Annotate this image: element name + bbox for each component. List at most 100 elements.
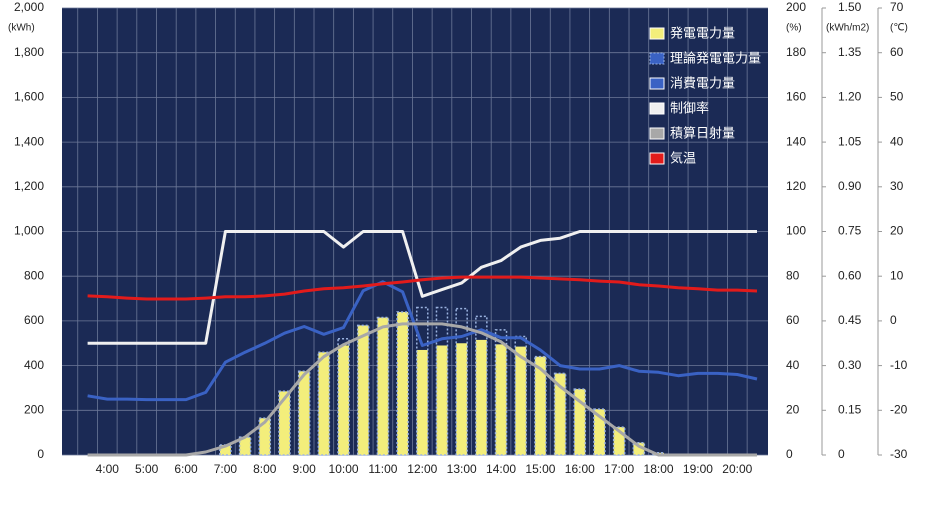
bar xyxy=(534,355,547,456)
x-tick-label: 16:00 xyxy=(565,462,595,476)
y2-tick-label: 120 xyxy=(786,179,806,193)
y4-tick-label: -10 xyxy=(890,358,908,372)
bar xyxy=(356,324,370,456)
bar xyxy=(416,349,428,455)
bar xyxy=(297,370,311,456)
y4-axis-unit: (℃) xyxy=(890,23,908,34)
y3-tick-label: 1.35 xyxy=(838,45,862,59)
bar xyxy=(515,346,527,455)
legend-label: 制御率 xyxy=(670,100,709,115)
bar xyxy=(318,352,330,455)
y2-tick-label: 100 xyxy=(786,224,806,238)
y2-tick-label: 140 xyxy=(786,134,806,148)
legend-swatch xyxy=(649,27,665,40)
y-tick-label: 1,400 xyxy=(14,134,44,148)
x-tick-label: 15:00 xyxy=(525,462,555,476)
x-tick-label: 10:00 xyxy=(329,462,359,476)
y-tick-label: 600 xyxy=(24,313,44,327)
line xyxy=(87,230,757,345)
y3-tick-label: 1.05 xyxy=(838,134,862,148)
bar xyxy=(416,306,429,456)
bar xyxy=(298,371,310,455)
legend-swatch xyxy=(649,127,665,140)
x-tick-label: 7:00 xyxy=(214,462,238,476)
y-axis-unit: (kWh) xyxy=(8,23,35,34)
y3-tick-label: 0.45 xyxy=(838,313,862,327)
x-tick-label: 5:00 xyxy=(135,462,159,476)
bar xyxy=(396,311,409,456)
bar xyxy=(397,311,409,455)
y4-tick-label: 30 xyxy=(890,179,904,193)
bar xyxy=(455,307,468,456)
bar xyxy=(574,389,586,455)
x-tick-label: 11:00 xyxy=(368,462,397,476)
x-tick-label: 4:00 xyxy=(96,462,120,476)
bar xyxy=(633,442,645,455)
y2-tick-label: 180 xyxy=(786,45,806,59)
bar xyxy=(278,390,291,456)
legend-swatch xyxy=(649,102,665,115)
bar xyxy=(258,417,272,456)
x-tick-label: 17:00 xyxy=(604,462,634,476)
x-tick-label: 9:00 xyxy=(292,462,316,476)
y2-tick-label: 20 xyxy=(786,402,800,416)
y2-tick-label: 0 xyxy=(786,447,793,461)
bar xyxy=(612,426,626,456)
y3-tick-label: 0.75 xyxy=(838,224,862,238)
bar xyxy=(278,391,290,455)
bar xyxy=(377,317,389,455)
bar xyxy=(593,408,606,456)
y-tick-label: 1,200 xyxy=(14,179,44,193)
bar xyxy=(573,388,587,456)
y-tick-label: 1,800 xyxy=(14,45,44,59)
legend-swatch xyxy=(649,77,665,90)
bar xyxy=(376,316,390,456)
bar xyxy=(593,409,605,455)
bar xyxy=(317,351,331,456)
y3-tick-label: 1.50 xyxy=(838,0,862,14)
bar xyxy=(494,329,508,456)
bar xyxy=(239,437,251,455)
y4-tick-label: 40 xyxy=(890,134,904,148)
y2-axis-unit: (%) xyxy=(786,23,802,34)
y3-tick-label: 0.30 xyxy=(838,358,862,372)
bar xyxy=(259,418,271,455)
y3-tick-label: 0.90 xyxy=(838,179,862,193)
y-tick-label: 0 xyxy=(37,447,44,461)
y2-tick-label: 60 xyxy=(786,313,800,327)
line xyxy=(87,280,758,402)
y-tick-label: 200 xyxy=(24,402,44,416)
x-tick-label: 8:00 xyxy=(253,462,277,476)
legend-swatch xyxy=(649,152,665,165)
y-tick-label: 1,000 xyxy=(14,224,44,238)
y3-tick-label: 0.15 xyxy=(838,402,862,416)
y-tick-label: 800 xyxy=(24,268,44,282)
x-tick-label: 18:00 xyxy=(644,462,674,476)
x-tick-label: 13:00 xyxy=(447,462,477,476)
bar xyxy=(613,427,625,455)
y3-axis-unit: (kWh/m2) xyxy=(826,23,869,34)
legend-label: 理論発電電力量 xyxy=(670,50,761,65)
y4-tick-label: -20 xyxy=(890,402,908,416)
bar xyxy=(475,315,488,456)
bar xyxy=(357,325,369,455)
x-tick-label: 20:00 xyxy=(722,462,752,476)
line xyxy=(87,322,757,457)
y2-tick-label: 160 xyxy=(786,90,806,104)
bar xyxy=(456,343,468,455)
x-tick-label: 19:00 xyxy=(683,462,713,476)
x-tick-label: 14:00 xyxy=(486,462,516,476)
legend-swatch xyxy=(649,52,665,65)
y3-tick-label: 1.20 xyxy=(838,90,862,104)
y3-tick-label: 0 xyxy=(838,447,845,461)
y3-tick-label: 0.60 xyxy=(838,268,862,282)
bar xyxy=(553,372,567,456)
y4-tick-label: -30 xyxy=(890,447,908,461)
bar xyxy=(475,339,487,455)
y4-tick-label: 10 xyxy=(890,268,904,282)
y4-tick-label: 20 xyxy=(890,224,904,238)
x-tick-label: 6:00 xyxy=(174,462,198,476)
bar xyxy=(554,373,566,455)
y-tick-label: 400 xyxy=(24,358,44,372)
